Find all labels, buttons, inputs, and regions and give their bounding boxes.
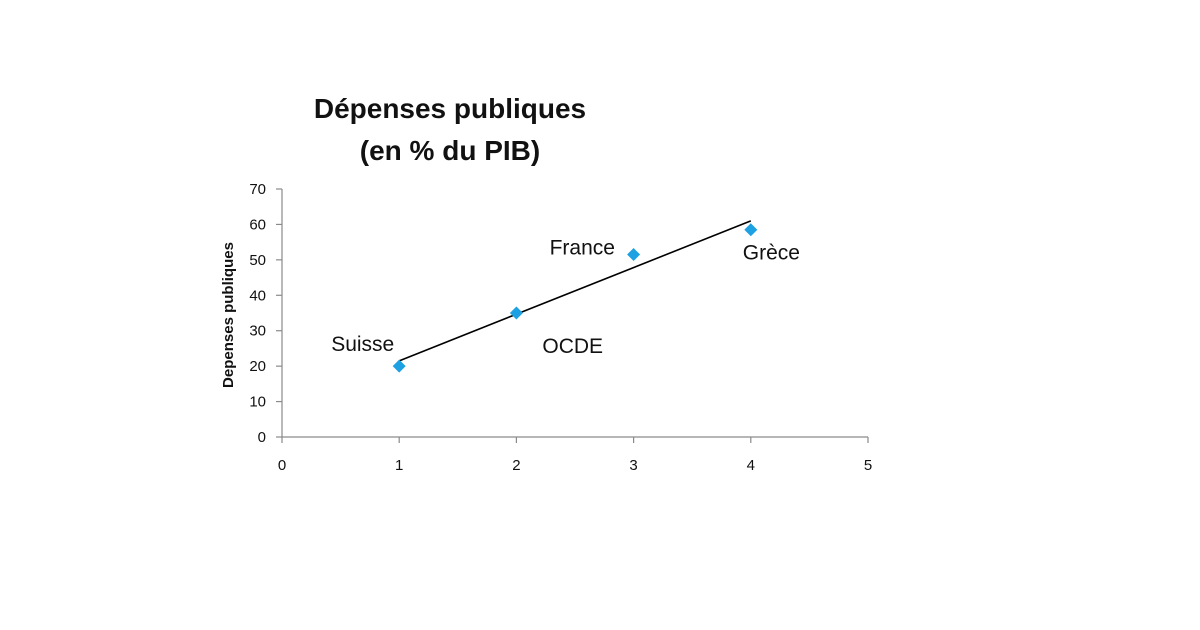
y-axis-label: Depenses publiques	[220, 242, 237, 388]
x-tick-label: 4	[747, 457, 755, 474]
trendline	[398, 220, 752, 362]
x-tick-label: 1	[395, 457, 403, 474]
y-tick-label: 70	[249, 181, 266, 198]
data-point-label: Suisse	[331, 333, 394, 356]
y-tick-label: 50	[249, 252, 266, 269]
x-tick-label: 3	[629, 457, 637, 474]
x-tick-label: 0	[278, 457, 286, 474]
y-tick-label: 40	[249, 287, 266, 304]
chart-title-line-1: Dépenses publiques	[313, 93, 587, 124]
data-point-label: France	[550, 237, 615, 260]
y-tick-label: 20	[249, 358, 266, 375]
data-point	[627, 248, 641, 262]
chart-title: Dépenses publiques (en % du PIB)	[250, 88, 650, 172]
y-tick-label: 60	[249, 216, 266, 233]
x-tick-label: 5	[864, 457, 872, 474]
y-tick-label: 10	[249, 394, 266, 411]
y-tick-label: 30	[249, 323, 266, 340]
y-tick-label: 0	[258, 429, 266, 446]
data-point	[744, 223, 758, 237]
data-point-label: OCDE	[542, 335, 603, 358]
chart-title-line-2: (en % du PIB)	[359, 135, 541, 166]
data-point-label: Grèce	[743, 242, 800, 265]
data-point	[509, 306, 523, 320]
data-point	[392, 359, 406, 373]
x-tick-label: 2	[512, 457, 520, 474]
